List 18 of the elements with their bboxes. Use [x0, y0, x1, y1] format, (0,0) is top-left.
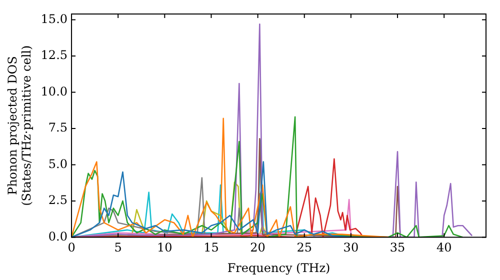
x-tick-label: 0: [68, 240, 76, 255]
x-tick-label: 40: [436, 240, 452, 255]
x-tick-label: 15: [204, 240, 219, 255]
y-axis-title: Phonon projected DOS (States/THz·primitive cell): [5, 45, 34, 206]
y-tick-label: 5.0: [48, 156, 68, 171]
y-tick-label: 15.0: [40, 12, 68, 26]
y-tick-label: 12.5: [40, 48, 68, 62]
y-tick-label: 7.5: [48, 120, 68, 135]
x-tick-label: 30: [343, 240, 359, 255]
x-tick-label: 10: [157, 240, 172, 255]
x-tick-label: 20: [250, 240, 266, 255]
y-tick-label: 2.5: [48, 193, 68, 208]
y-tick-label: 0.0: [48, 229, 68, 244]
y-tick-label: 10.0: [40, 84, 68, 98]
x-tick-label: 5: [114, 240, 122, 255]
x-tick-label: 35: [390, 240, 406, 255]
x-tick-label: 25: [296, 240, 312, 255]
x-axis-title: Frequency (THz): [227, 260, 330, 275]
